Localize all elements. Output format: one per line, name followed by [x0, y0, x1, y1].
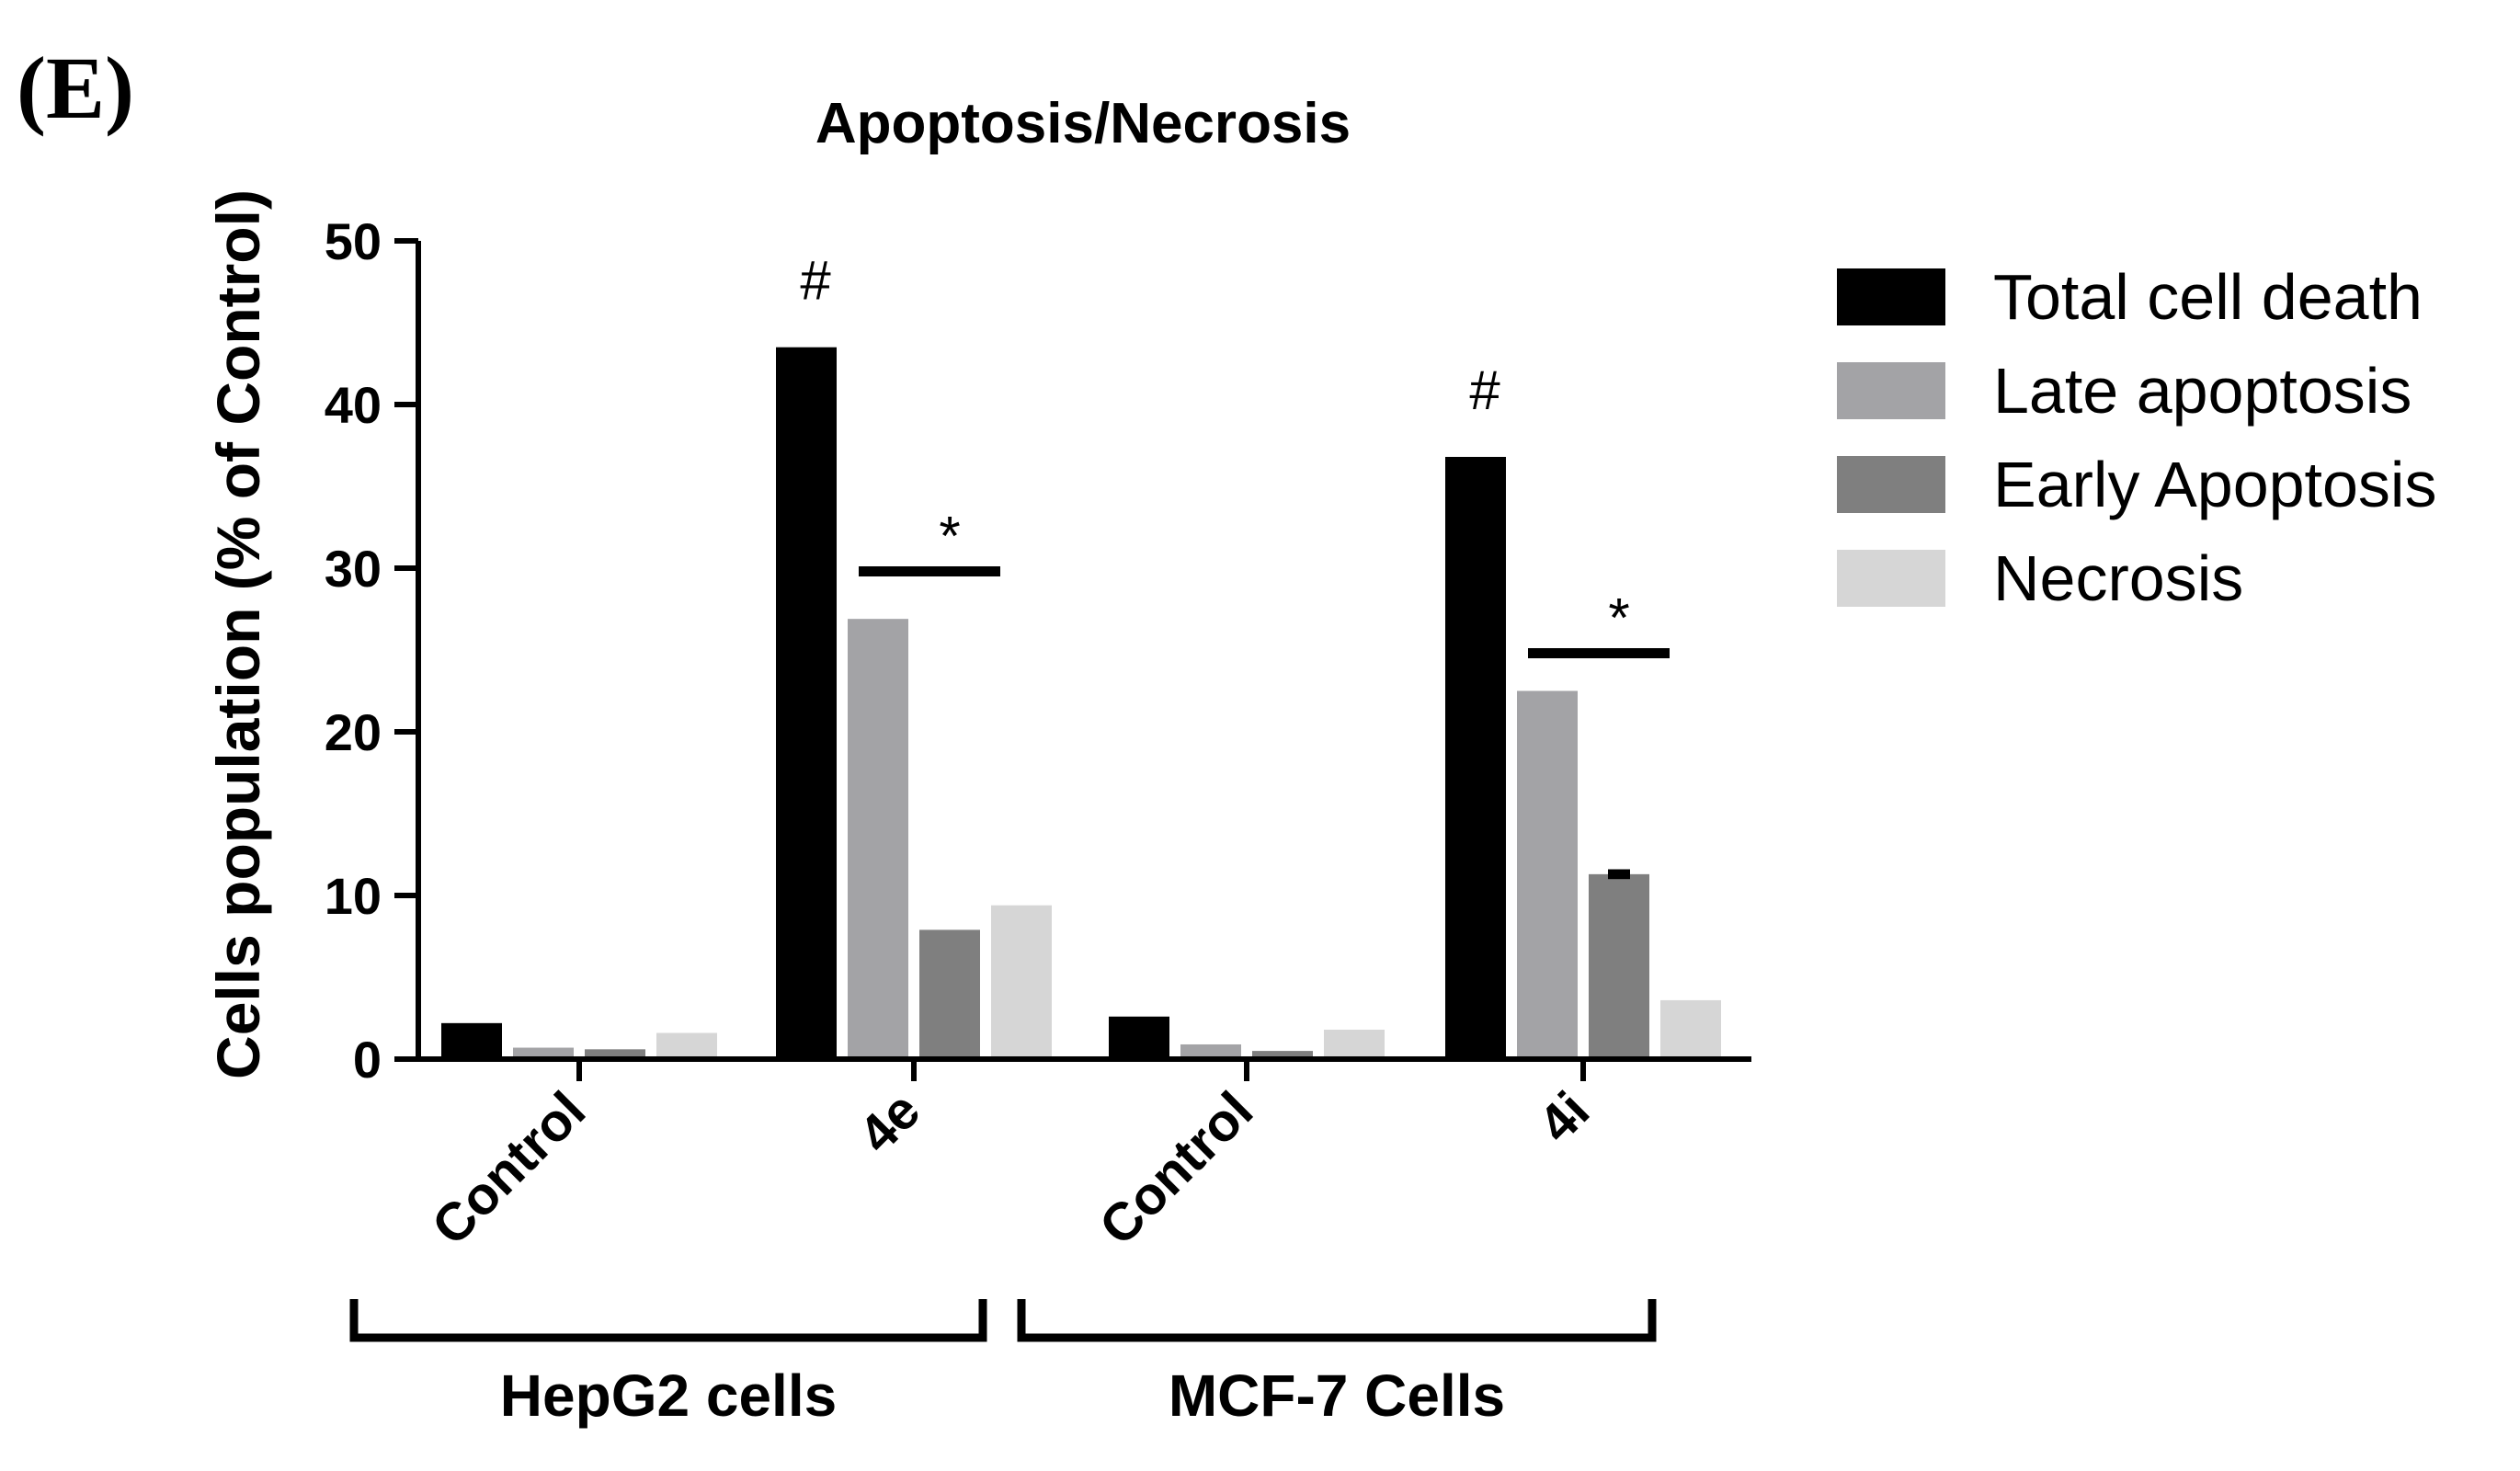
chart-title: Apoptosis/Necrosis [815, 92, 1351, 155]
significance-marker: # [800, 250, 831, 312]
legend-label: Late apoptosis [1993, 355, 2412, 427]
bar [848, 619, 908, 1059]
bar [1252, 1051, 1313, 1059]
bar [1517, 690, 1578, 1059]
plot-area: 0 10 20 30 40 50 Control 4e Control 4i HepG2 cells… [325, 212, 1751, 1429]
bar [991, 905, 1052, 1059]
bar [1445, 456, 1506, 1060]
x-tick-label: Control [420, 1080, 597, 1257]
bar [1324, 1029, 1385, 1059]
x-tick-label: 4e [848, 1080, 932, 1165]
y-tick-label: 10 [325, 867, 382, 925]
x-tick-label: 4i [1527, 1080, 1601, 1154]
bar [1180, 1043, 1241, 1059]
legend-swatch [1837, 550, 1945, 607]
bar [1109, 1016, 1169, 1059]
y-tick-label: 20 [325, 703, 382, 761]
legend-label: Necrosis [1993, 542, 2243, 614]
significance-marker: * [1608, 587, 1629, 649]
bar [585, 1049, 645, 1059]
group-label: MCF-7 Cells [1169, 1363, 1505, 1429]
y-tick-label: 50 [325, 212, 382, 270]
legend: Total cell death Late apoptosis Early Apop… [1837, 261, 2436, 614]
significance-marker: * [939, 506, 960, 567]
bar [441, 1022, 502, 1059]
legend-label: Early Apoptosis [1993, 449, 2436, 520]
legend-swatch [1837, 362, 1945, 419]
significance-marker: # [1469, 359, 1500, 421]
bar [1589, 873, 1649, 1059]
bar [776, 347, 837, 1059]
bar [656, 1032, 717, 1059]
y-tick-label: 0 [353, 1031, 382, 1089]
bar [1660, 999, 1721, 1059]
group-label: HepG2 cells [500, 1363, 837, 1429]
error-bar [1608, 869, 1630, 880]
panel-label: (E) [17, 39, 134, 137]
y-tick-label: 30 [325, 540, 382, 598]
group-bracket [1017, 1299, 1657, 1342]
bar [513, 1047, 574, 1059]
bar [919, 929, 980, 1059]
group-bracket [349, 1299, 987, 1342]
y-axis-label: Cells population (% of Control) [204, 189, 272, 1079]
legend-label: Total cell death [1993, 261, 2423, 333]
legend-swatch [1837, 456, 1945, 513]
legend-swatch [1837, 268, 1945, 325]
x-tick-label: Control [1088, 1080, 1264, 1257]
y-tick-label: 40 [325, 376, 382, 434]
